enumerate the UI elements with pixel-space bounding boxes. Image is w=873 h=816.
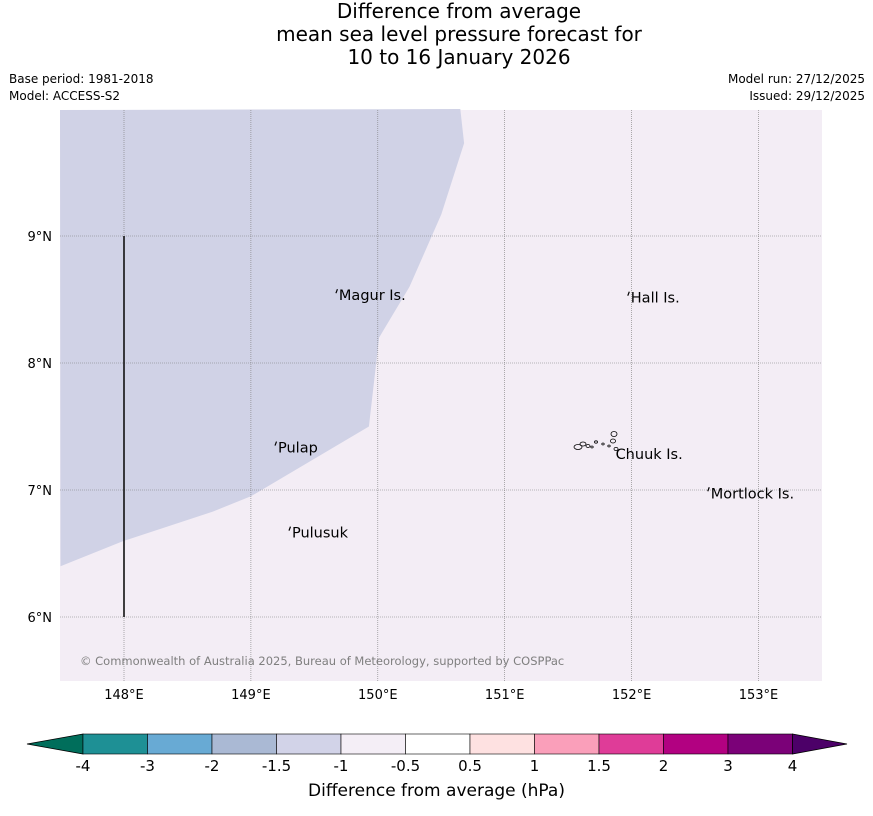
island-marker [707,487,710,492]
colorbar-tick-label: -1.5 [262,757,291,775]
lon-tick-label: 149°E [231,688,271,703]
meta-right: Model run: 27/12/2025 Issued: 29/12/2025 [728,71,865,105]
island-outline [601,442,605,446]
colorbar-segment [82,733,148,755]
colorbar-tick-label: -3 [140,757,155,775]
island-label: Magur Is. [339,288,406,304]
colorbar-label: Difference from average (hPa) [308,781,565,801]
lat-tick-label: 8°N [28,357,53,372]
colorbar-tick-label: -0.5 [391,757,420,775]
chuuk-islands-outline [573,431,619,451]
island-outline [573,444,583,450]
colorbar-segment [663,733,729,755]
island-marker [274,441,278,446]
island-label: Mortlock Is. [711,486,794,502]
colorbar-segment [147,733,213,755]
lat-tick-label: 6°N [28,611,53,626]
colorbar-under-arrow [26,733,84,755]
lon-tick-label: 148°E [104,688,144,703]
title-line-1: Difference from average [336,0,582,23]
island-marker [627,291,630,296]
colorbar-tick-label: -4 [76,757,91,775]
colorbar-segment [727,733,793,755]
colorbar-tick-label: 0.5 [458,757,482,775]
colorbar-tick-label: 1.5 [587,757,611,775]
colorbar-over-arrow [792,733,848,755]
island-label: Pulusuk [292,526,349,542]
title-line-3: 10 to 16 January 2026 [347,45,571,69]
copyright-notice: © Commonwealth of Australia 2025, Bureau… [80,654,564,668]
colorbar-tick-label: -2 [205,757,220,775]
colorbar-segment [276,733,342,755]
island-outline [610,438,616,444]
colorbar-tick-label: 2 [659,757,669,775]
island-outline [610,431,618,437]
issued-date: Issued: 29/12/2025 [749,89,865,103]
island-marker [288,526,292,531]
model-run: Model run: 27/12/2025 [727,72,865,86]
colorbar-tick-label: -1 [334,757,349,775]
colorbar-tick-label: 1 [530,757,540,775]
colorbar-tick-label: 3 [723,757,733,775]
island-outline [590,445,594,449]
base-period: Base period: 1981-2018 [9,72,154,86]
lat-tick-label: 9°N [28,230,53,245]
colorbar-segment [405,733,471,755]
island-outline [607,444,611,448]
lat-tick-label: 7°N [28,484,53,499]
island-outline [613,446,619,451]
colorbar-segment [211,733,277,755]
anomaly-region [60,109,465,567]
island-outline [579,441,587,447]
island-label: Pulap [278,441,318,457]
title-line-2: mean sea level pressure forecast for [276,22,642,46]
colorbar-segment [534,733,600,755]
island-label: Hall Is. [631,291,680,307]
lon-tick-label: 151°E [485,688,525,703]
island-marker [335,288,338,294]
colorbar-tick-label: 4 [788,757,798,775]
meta-left: Base period: 1981-2018 Model: ACCESS-S2 [9,71,154,105]
colorbar-segment [340,733,406,755]
colorbar-segment [469,733,535,755]
island-label: Chuuk Is. [616,447,683,463]
lon-tick-label: 153°E [739,688,779,703]
colorbar-segment [598,733,664,755]
chart-title: Difference from average mean sea level p… [0,0,873,69]
lon-tick-label: 150°E [358,688,398,703]
model-name: Model: ACCESS-S2 [9,89,121,103]
island-outline [594,440,598,444]
island-outline [585,444,591,448]
lon-tick-label: 152°E [612,688,652,703]
